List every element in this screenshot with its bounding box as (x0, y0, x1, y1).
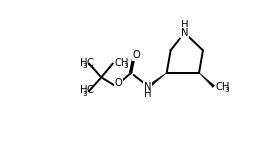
Text: CH: CH (215, 82, 230, 92)
Text: H: H (144, 89, 151, 99)
Polygon shape (199, 73, 215, 88)
Text: 3: 3 (83, 91, 87, 96)
Polygon shape (150, 73, 167, 86)
Text: N: N (144, 82, 151, 92)
Text: 3: 3 (225, 87, 229, 93)
Text: H: H (181, 20, 188, 30)
Text: C: C (87, 58, 94, 68)
Text: 3: 3 (83, 63, 87, 69)
Text: H: H (80, 58, 87, 68)
Text: H: H (80, 85, 87, 95)
Text: N: N (181, 28, 188, 38)
Text: O: O (114, 78, 122, 89)
Text: CH: CH (114, 58, 129, 68)
Text: O: O (132, 50, 140, 60)
Text: 3: 3 (124, 63, 128, 69)
Text: C: C (87, 85, 94, 95)
